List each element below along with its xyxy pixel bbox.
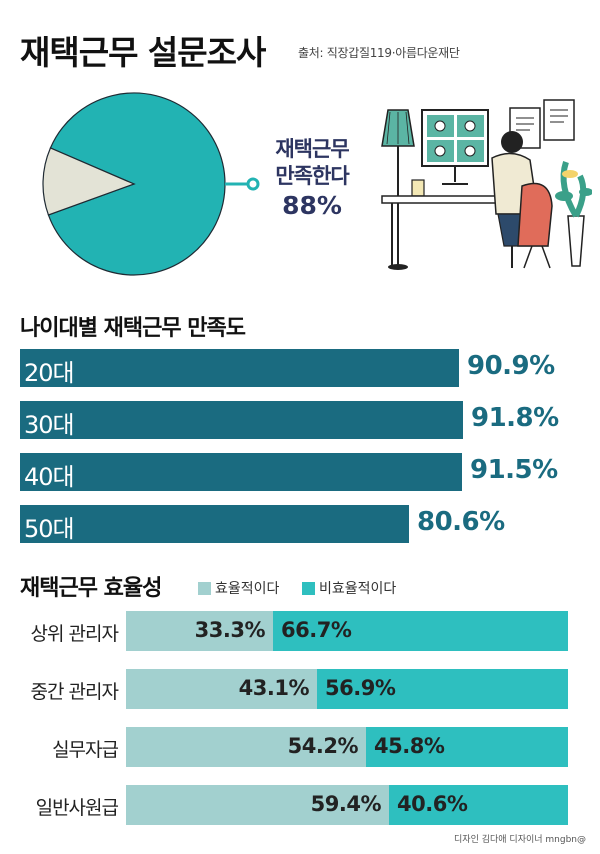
- inefficient-segment: [317, 669, 568, 709]
- callout-connector-dot: [246, 177, 260, 191]
- remote-work-desk-illustration-icon: [381, 99, 592, 270]
- designer-credit: 디자인 김다애 디자이너 mngbn@: [454, 835, 586, 845]
- satisfaction-callout: 재택근무 만족한다 88%: [262, 136, 362, 222]
- efficiency-row-label: 실무자급: [52, 739, 119, 761]
- legend-item-efficient: 효율적이다: [198, 578, 279, 598]
- inefficient-value-label: 40.6%: [397, 792, 468, 816]
- efficiency-row-label: 일반사원급: [35, 797, 119, 819]
- efficient-segment: [126, 727, 366, 767]
- legend-label-efficient: 효율적이다: [215, 581, 280, 597]
- inefficient-segment: [389, 785, 568, 825]
- legend-item-inefficient: 비효율적이다: [302, 578, 396, 598]
- callout-percent: 88%: [282, 191, 342, 220]
- age-bar-label: 40대: [24, 463, 75, 491]
- age-bar-value: 91.8%: [471, 403, 559, 433]
- legend-swatch-inefficient: [302, 581, 315, 595]
- age-bar-0: 20대: [20, 349, 459, 387]
- inefficient-segment: [366, 727, 568, 767]
- efficient-value-label: 43.1%: [238, 676, 310, 700]
- efficient-value-label: 33.3%: [194, 618, 266, 642]
- legend-swatch-efficient: [198, 581, 211, 595]
- age-bar-3: 50대: [20, 505, 409, 543]
- satisfaction-pie-chart: [42, 92, 260, 276]
- efficiency-row: 43.1% 56.9%: [126, 669, 568, 709]
- efficient-segment: [126, 785, 389, 825]
- age-section-title: 나이대별 재택근무 만족도: [20, 316, 246, 341]
- source-note: 출처: 직장갑질119·아름다운재단: [298, 46, 460, 60]
- pie-slice-satisfied: [47, 92, 226, 276]
- callout-line-1: 재택근무: [275, 137, 349, 161]
- efficient-value-label: 59.4%: [310, 792, 382, 816]
- age-bar-1: 30대: [20, 401, 463, 439]
- efficient-segment: [126, 611, 273, 651]
- legend-label-inefficient: 비효율적이다: [319, 581, 397, 597]
- efficiency-row: 59.4% 40.6%: [126, 785, 568, 825]
- age-bar-2: 40대: [20, 453, 462, 491]
- pie-slice-other: [42, 147, 136, 216]
- efficiency-section-title: 재택근무 효율성: [20, 576, 162, 601]
- inefficient-segment: [273, 611, 568, 651]
- efficiency-row-label: 상위 관리자: [30, 623, 119, 645]
- efficiency-row: 33.3% 66.7%: [126, 611, 568, 651]
- efficiency-row: 54.2% 45.8%: [126, 727, 568, 767]
- efficient-value-label: 54.2%: [287, 734, 359, 758]
- inefficient-value-label: 45.8%: [374, 734, 445, 758]
- age-bar-value: 90.9%: [467, 351, 555, 381]
- callout-line-2: 만족한다: [275, 164, 349, 188]
- age-bar-label: 50대: [24, 515, 75, 543]
- age-bar-label: 20대: [24, 359, 75, 387]
- page-title: 재택근무 설문조사: [20, 33, 266, 72]
- age-bar-label: 30대: [24, 411, 75, 439]
- efficiency-row-label: 중간 관리자: [30, 681, 119, 703]
- age-bar-value: 80.6%: [417, 507, 505, 537]
- efficient-segment: [126, 669, 317, 709]
- inefficient-value-label: 56.9%: [325, 676, 396, 700]
- inefficient-value-label: 66.7%: [281, 618, 352, 642]
- age-bar-value: 91.5%: [470, 455, 558, 485]
